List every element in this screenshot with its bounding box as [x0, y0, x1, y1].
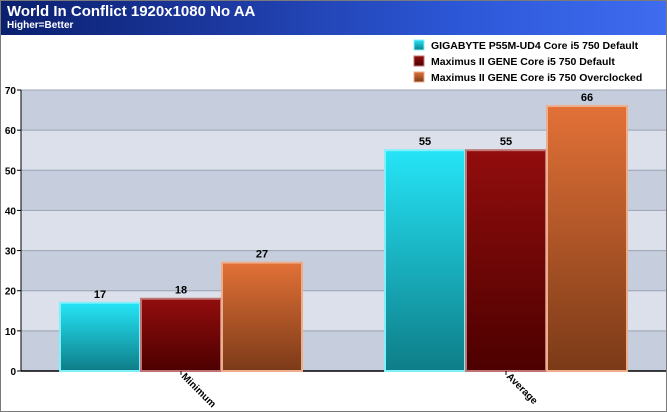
bar	[221, 261, 303, 372]
chart-subtitle: Higher=Better	[7, 20, 74, 31]
y-tick-label: 50	[5, 166, 17, 177]
data-label: 55	[500, 136, 512, 148]
bar	[59, 301, 141, 372]
y-tick-label: 70	[5, 86, 17, 97]
y-tick-label: 60	[5, 126, 17, 137]
data-labels: 17 18 27 55 55 66	[94, 92, 593, 301]
data-label: 18	[175, 285, 187, 297]
legend: GIGABYTE P55M-UD4 Core i5 750 Default Max…	[413, 39, 642, 84]
x-tick-label: Minimum	[179, 371, 218, 410]
bars	[59, 105, 628, 373]
data-label: 17	[94, 289, 106, 301]
x-tick-label: Average	[504, 371, 540, 407]
bar	[546, 105, 628, 373]
legend-swatch	[413, 71, 425, 83]
data-label: 27	[256, 249, 268, 261]
y-tick-label: 20	[5, 287, 17, 298]
bar	[140, 297, 222, 372]
chart-header: World In Conflict 1920x1080 No AA Higher…	[1, 1, 666, 35]
y-tick-label: 40	[5, 206, 17, 217]
x-axis: Minimum Average	[179, 371, 540, 410]
y-tick-label: 10	[5, 327, 17, 338]
bar	[384, 149, 466, 372]
legend-swatch	[413, 39, 425, 51]
legend-label: Maximus II GENE Core i5 750 Default	[431, 56, 615, 68]
y-tick-label: 30	[5, 247, 17, 258]
bar	[465, 149, 547, 372]
legend-swatch	[413, 55, 425, 67]
data-label: 66	[581, 92, 593, 104]
chart-title: World In Conflict 1920x1080 No AA	[7, 3, 256, 20]
legend-label: GIGABYTE P55M-UD4 Core i5 750 Default	[431, 40, 639, 52]
y-tick-label: 0	[10, 367, 16, 378]
data-label: 55	[419, 136, 431, 148]
legend-label: Maximus II GENE Core i5 750 Overclocked	[431, 72, 642, 84]
